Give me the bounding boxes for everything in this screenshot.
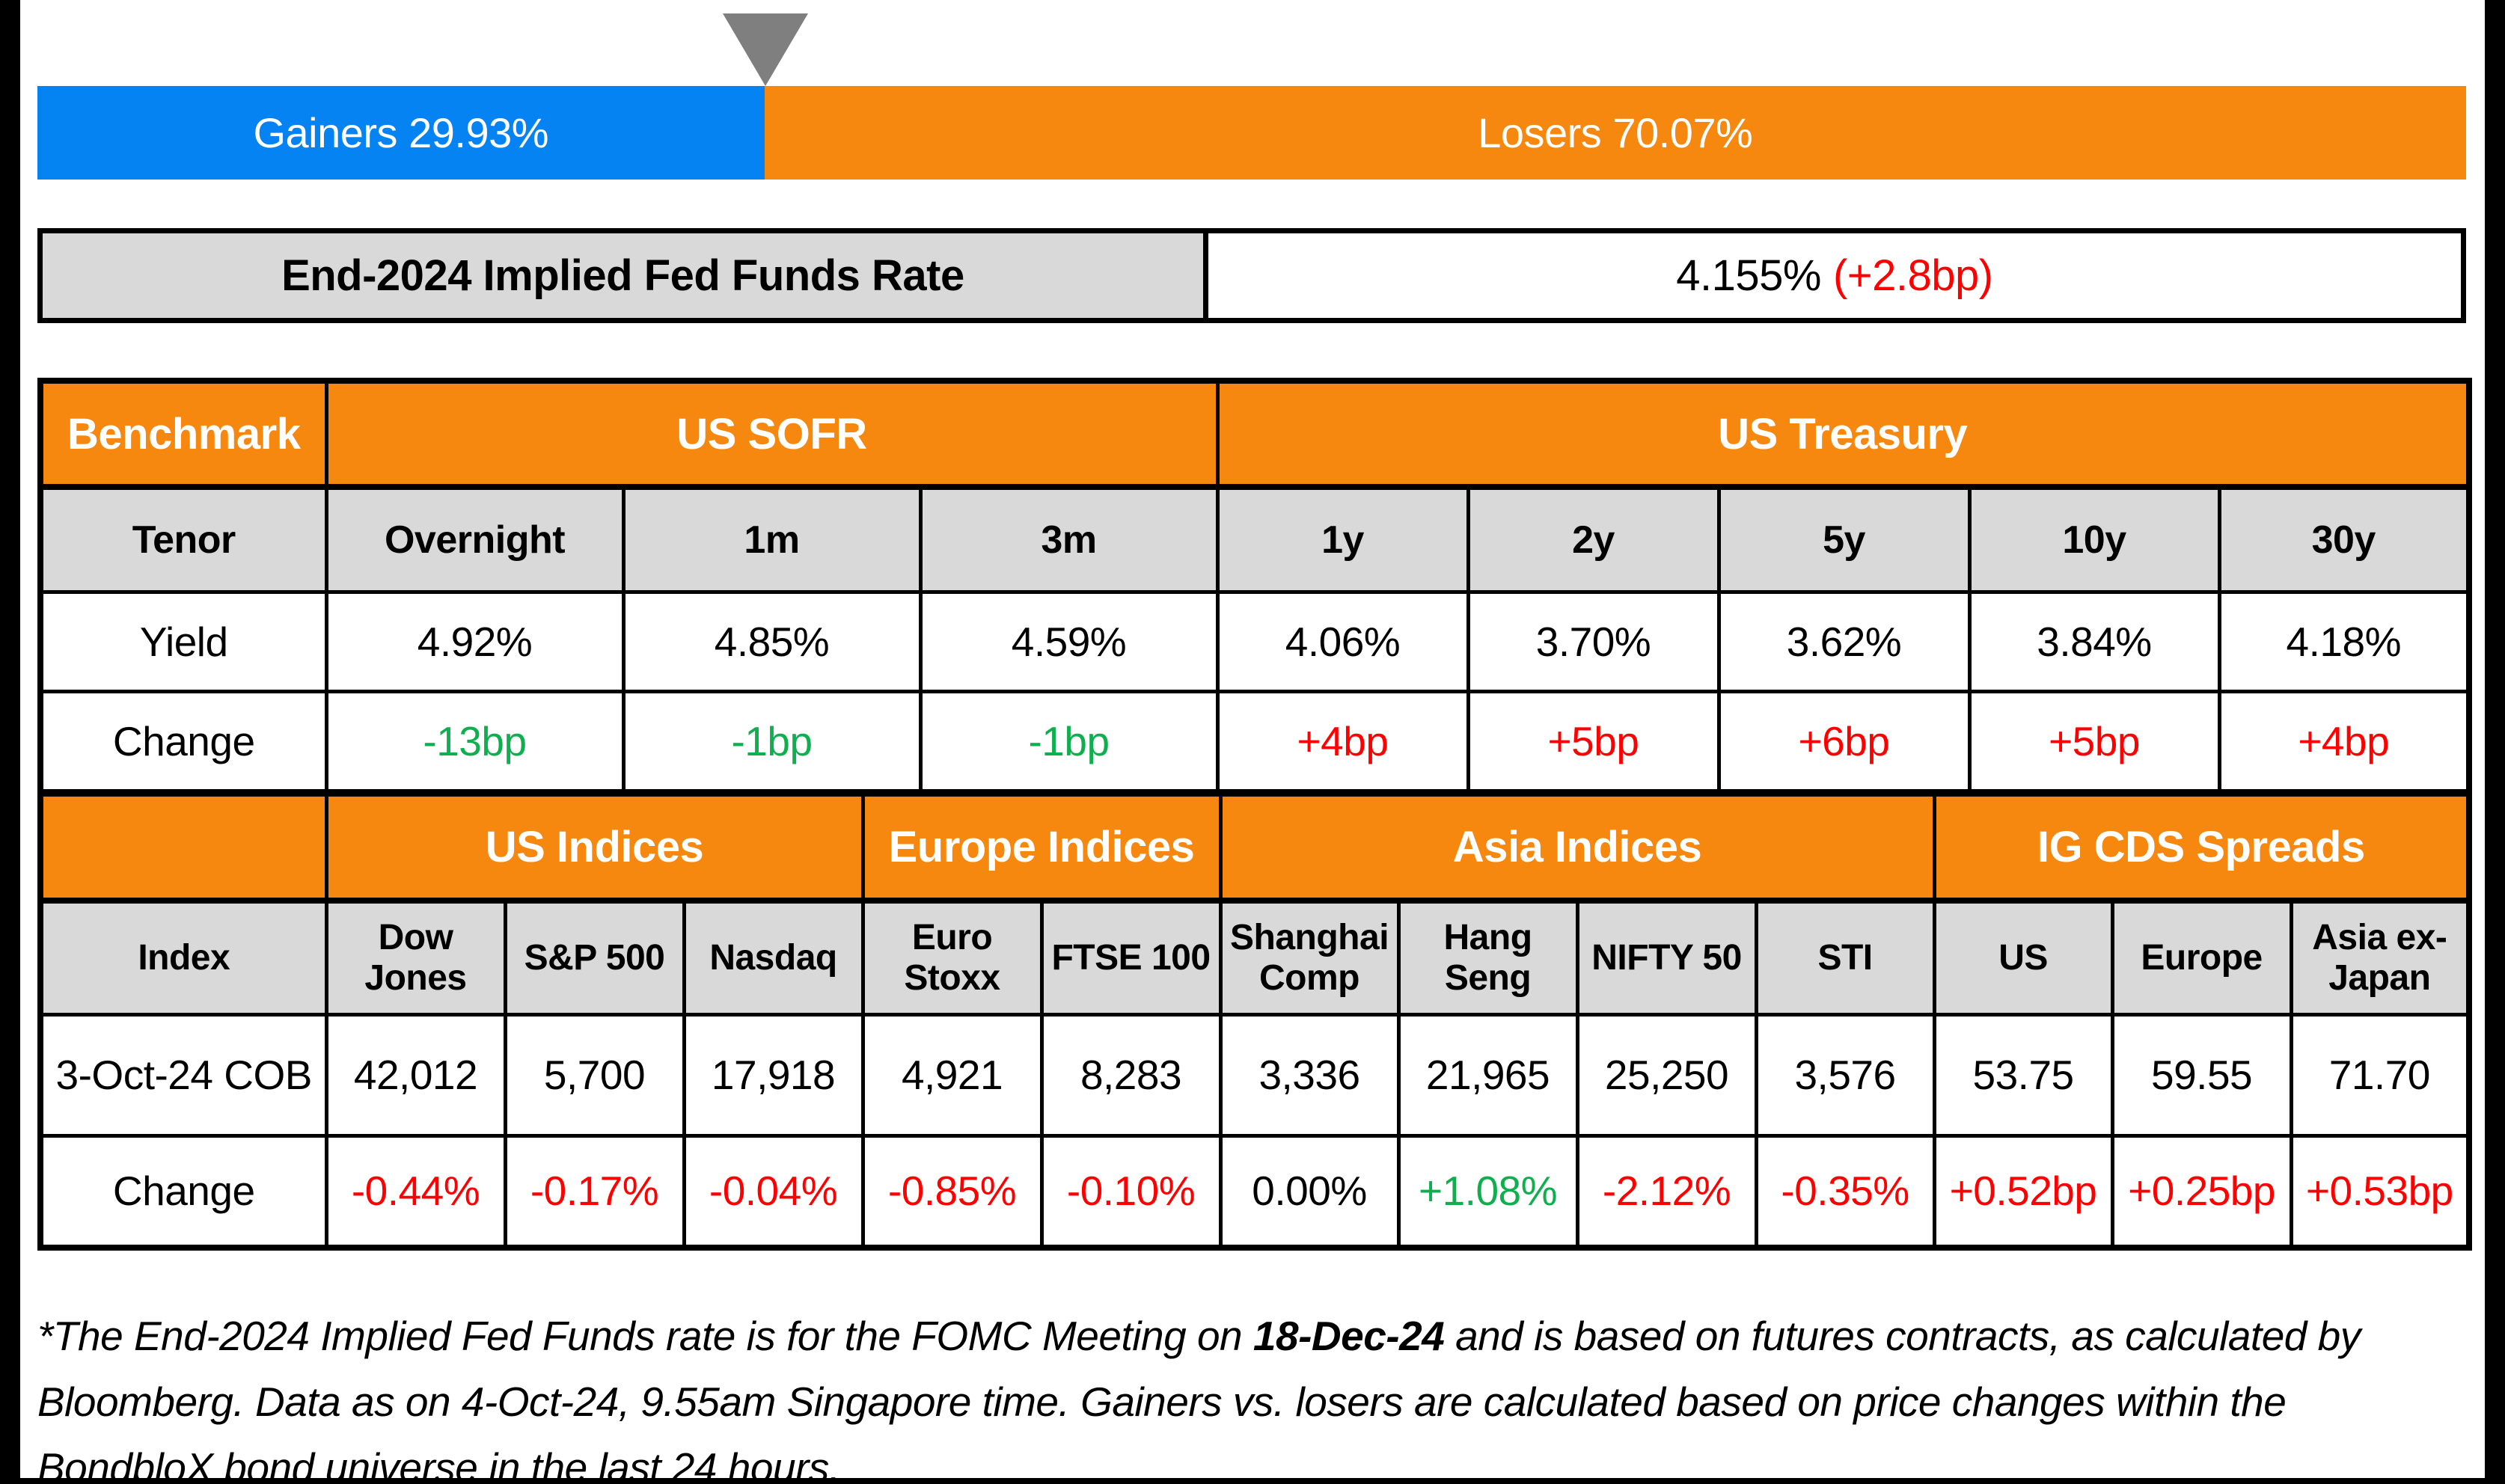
cob-value: 42,012 [324,1012,507,1138]
cob-value: 59.55 [2110,1012,2293,1138]
indices-table: US Indices Europe Indices Asia Indices I… [37,792,2473,1251]
indices-change-value: -2.12% [1575,1133,1758,1250]
tenor-1y: 1y [1215,485,1470,594]
fed-funds-change: (+2.8bp) [1832,251,1993,300]
indices-change-value: +0.52bp [1932,1133,2114,1250]
yield-value: 4.59% [918,589,1220,693]
indices-change-value: -0.04% [682,1133,865,1250]
footnote-text: *The End-2024 Implied Fed Funds rate is … [37,1303,2466,1484]
benchmark-corner-cell: Benchmark [38,378,328,490]
yield-value: 3.62% [1716,589,1972,693]
rates-change-value: +5bp [1466,689,1721,793]
indices-change-value: 0.00% [1218,1133,1401,1250]
index-euro-stoxx: Euro Stoxx [860,898,1044,1017]
cob-value: 3,576 [1754,1012,1936,1138]
group-header-ig-cds-spreads: IG CDS Spreads [1932,792,2471,904]
rates-change-row-label: Change [38,689,328,793]
yield-value: 4.92% [324,589,626,693]
index-sti: STI [1754,898,1936,1017]
cob-value: 17,918 [682,1012,865,1138]
tenor-2y: 2y [1466,485,1721,594]
tenor-10y: 10y [1967,485,2221,594]
yield-row-label: Yield [38,589,328,693]
tenor-overnight: Overnight [324,485,626,594]
index-nifty-50: NIFTY 50 [1575,898,1758,1017]
cob-value: 8,283 [1039,1012,1223,1138]
index-row-label: Index [38,898,328,1017]
rates-change-value: -1bp [621,689,923,793]
benchmark-table: Benchmark US SOFR US Treasury Tenor Over… [37,378,2473,793]
footnote-part2: and is based on futures contracts, as ca… [37,1313,2361,1484]
cob-value: 3,336 [1218,1012,1401,1138]
indices-change-value: -0.85% [860,1133,1044,1250]
indices-change-value: -0.35% [1754,1133,1936,1250]
gainers-losers-bar: Gainers 29.93% Losers 70.07% [37,86,2466,180]
indices-change-row-label: Change [38,1133,328,1250]
index-sp500: S&P 500 [503,898,686,1017]
indices-change-value: -0.17% [503,1133,686,1250]
cob-value: 25,250 [1575,1012,1758,1138]
footnote-part1: *The End-2024 Implied Fed Funds rate is … [37,1313,1253,1359]
cob-value: 5,700 [503,1012,686,1138]
cob-row-label: 3-Oct-24 COB [38,1012,328,1138]
index-ftse-100: FTSE 100 [1039,898,1223,1017]
index-hang-seng: Hang Seng [1396,898,1579,1017]
group-header-us-indices: US Indices [324,792,865,904]
cob-value: 4,921 [860,1012,1044,1138]
group-header-us-treasury: US Treasury [1215,378,2471,490]
group-header-europe-indices: Europe Indices [860,792,1223,904]
fed-funds-value-cell: 4.155% (+2.8bp) [1208,233,2461,318]
cob-value: 53.75 [1932,1012,2114,1138]
footnote-fomc-date: 18-Dec-24 [1252,1313,1445,1359]
yield-value: 4.06% [1215,589,1470,693]
indices-change-value: +0.53bp [2289,1133,2471,1250]
losers-segment: Losers 70.07% [764,86,2466,180]
cds-europe: Europe [2110,898,2293,1017]
cob-value: 71.70 [2289,1012,2471,1138]
right-frame-bar [2485,0,2505,1484]
yield-value: 4.18% [2217,589,2471,693]
bottom-frame-bar [0,1478,2505,1484]
gainers-losers-pointer-triangle-icon [723,13,808,86]
fed-funds-row: End-2024 Implied Fed Funds Rate 4.155% (… [37,228,2466,323]
tenor-30y: 30y [2217,485,2471,594]
rates-change-value: +4bp [1215,689,1470,793]
group-header-us-sofr: US SOFR [324,378,1220,490]
tenor-row-label: Tenor [38,485,328,594]
indices-change-value: -0.44% [324,1133,507,1250]
yield-value: 3.84% [1967,589,2221,693]
rates-change-value: -13bp [324,689,626,793]
rates-change-value: +5bp [1967,689,2221,793]
group-header-asia-indices: Asia Indices [1218,792,1936,904]
gainers-segment: Gainers 29.93% [37,86,765,180]
cob-value: 21,965 [1396,1012,1579,1138]
indices-change-value: +1.08% [1396,1133,1579,1250]
cds-us: US [1932,898,2114,1017]
index-nasdaq: Nasdaq [682,898,865,1017]
gainers-label: Gainers 29.93% [253,109,549,156]
rates-change-value: -1bp [918,689,1220,793]
cds-asia-ex-japan: Asia ex-Japan [2289,898,2471,1017]
fed-funds-rate: 4.155% [1676,251,1821,300]
rates-change-value: +4bp [2217,689,2471,793]
losers-label: Losers 70.07% [1478,109,1753,156]
indices-change-value: +0.25bp [2110,1133,2293,1250]
yield-value: 4.85% [621,589,923,693]
index-shanghai-comp: Shanghai Comp [1218,898,1401,1017]
rates-change-value: +6bp [1716,689,1972,793]
fed-funds-label: End-2024 Implied Fed Funds Rate [43,233,1208,318]
tenor-5y: 5y [1716,485,1972,594]
index-dow-jones: Dow Jones [324,898,507,1017]
indices-change-value: -0.10% [1039,1133,1223,1250]
tenor-1m: 1m [621,485,923,594]
tables-block: Benchmark US SOFR US Treasury Tenor Over… [37,378,2473,1251]
left-frame-bar [0,0,20,1484]
yield-value: 3.70% [1466,589,1721,693]
tenor-3m: 3m [918,485,1220,594]
indices-corner-cell [38,792,328,904]
